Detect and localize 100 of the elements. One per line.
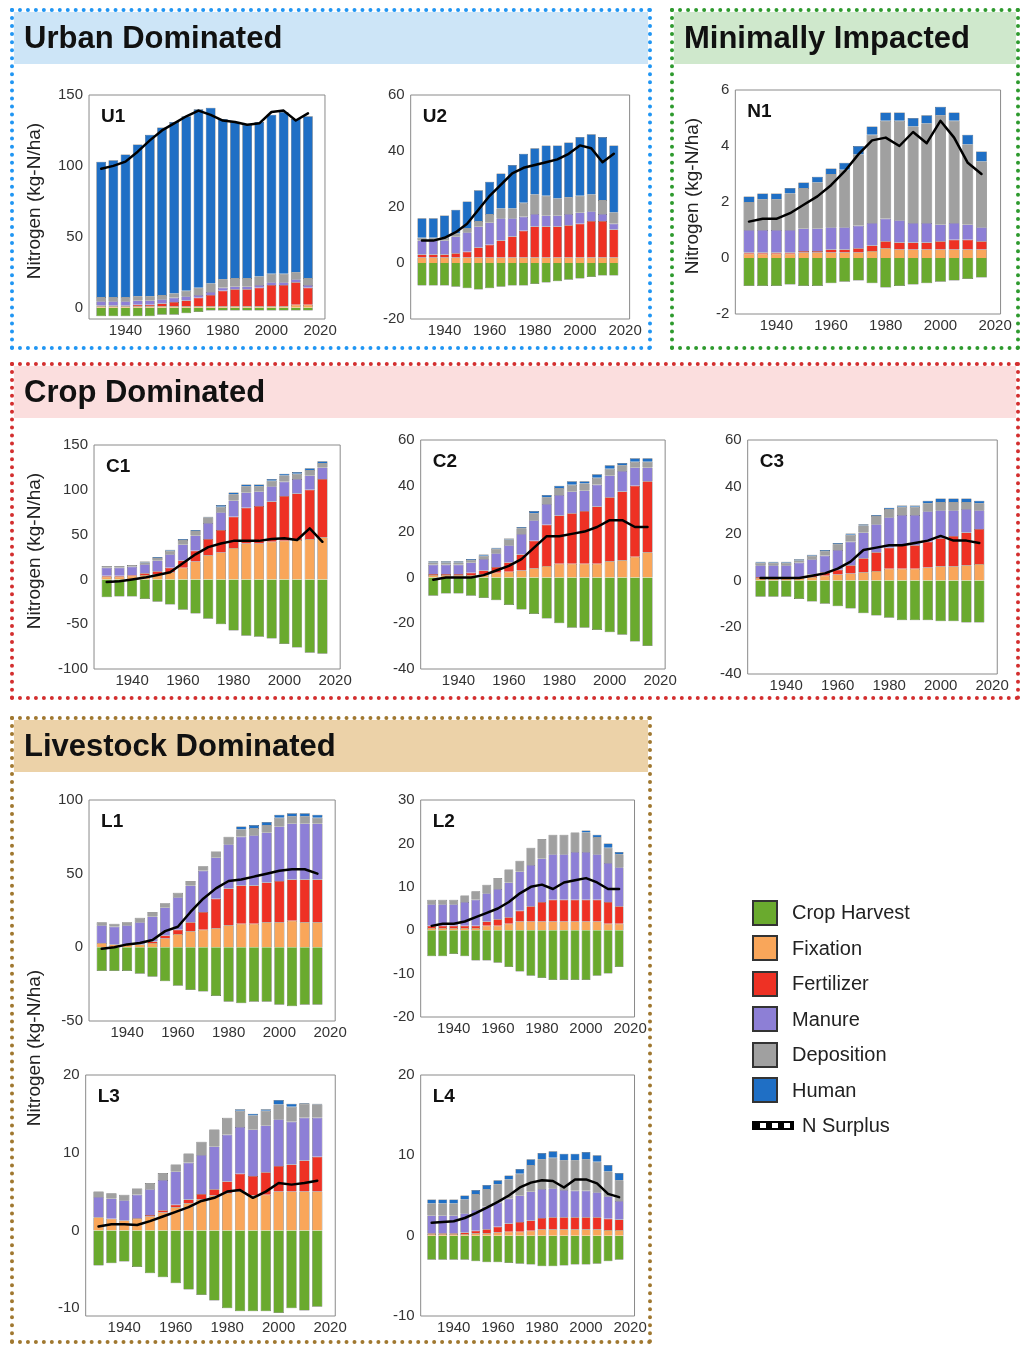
y-tick-label: 2	[720, 192, 730, 210]
x-tick-label: 1940	[110, 1023, 144, 1041]
x-tick-label: 1960	[481, 1019, 515, 1037]
y-tick-label: -100	[57, 659, 89, 677]
y-tick-label: 20	[397, 521, 415, 539]
y-tick-label: 0	[74, 937, 84, 955]
legend-label: Fertilizer	[792, 972, 869, 996]
x-tick-label: 1940	[437, 1019, 471, 1037]
y-tick-label: 100	[62, 479, 89, 497]
y-tick-label: 50	[66, 226, 84, 244]
y-tick-label: 0	[74, 297, 84, 315]
y-tick-label: 100	[58, 790, 84, 808]
chart-subtitle: Crop Dominated	[14, 366, 1016, 418]
x-tick-label: 1960	[814, 316, 848, 334]
y-tick-label: 10	[62, 1142, 80, 1160]
y-tick-label: -20	[719, 617, 742, 635]
x-tick-label: 2020	[613, 1318, 647, 1336]
x-tick-label: 2020	[303, 321, 337, 339]
legend-label: Human	[792, 1078, 857, 1102]
y-tick-label: 150	[62, 435, 89, 453]
x-tick-label: 2020	[975, 676, 1009, 694]
x-tick-label: 2000	[593, 671, 627, 689]
x-tick-label: 2000	[569, 1318, 603, 1336]
y-tick-label: 0	[406, 920, 415, 938]
y-tick-label: -20	[382, 309, 405, 327]
y-tick-label: 40	[724, 476, 742, 494]
y-tick-label: 4	[720, 136, 730, 154]
y-tick-label: -10	[392, 963, 415, 981]
y-tick-label: 0	[79, 569, 89, 587]
x-tick-label: 1980	[211, 1023, 246, 1041]
x-tick-label: 1980	[525, 1318, 559, 1336]
chart-subtitle: Minimally Impacted	[674, 12, 1016, 64]
y-tick-label: 50	[71, 524, 89, 542]
y-axis-title: Nitrogen (kg-N/ha)	[681, 117, 703, 274]
y-tick-label: 20	[397, 833, 415, 851]
x-tick-label: 1960	[481, 1318, 515, 1336]
x-tick-label: 1940	[107, 1318, 141, 1336]
text: C2	[432, 449, 457, 471]
text: C3	[759, 449, 784, 471]
y-tick-label: -10	[392, 1306, 415, 1324]
y-tick-label: 20	[387, 197, 405, 215]
x-tick-label: 1960	[492, 671, 526, 689]
y-tick-label: 20	[397, 1065, 415, 1083]
y-tick-label: 40	[397, 475, 415, 493]
x-tick-label: 1960	[472, 321, 507, 339]
x-tick-label: 1940	[441, 671, 476, 689]
y-tick-label: -50	[66, 614, 89, 632]
y-tick-label: 0	[720, 248, 730, 266]
chart-subtitle: Livestock Dominated	[14, 720, 648, 772]
x-tick-label: 1960	[161, 1023, 195, 1041]
y-axis-title: Nitrogen (kg-N/ha)	[23, 969, 45, 1127]
chart-subtitle: Urban Dominated	[14, 12, 648, 64]
y-tick-label: 40	[387, 141, 405, 159]
y-tick-label: 0	[406, 567, 415, 585]
x-tick-label: 1980	[206, 321, 240, 339]
x-tick-label: 1980	[869, 316, 903, 334]
y-tick-label: -40	[392, 659, 415, 677]
x-tick-label: 1980	[872, 676, 906, 694]
text: U1	[101, 104, 126, 126]
x-tick-label: 2020	[318, 671, 352, 689]
y-tick-label: 10	[397, 876, 415, 894]
x-tick-label: 2020	[313, 1023, 347, 1041]
text: L1	[101, 809, 124, 831]
y-tick-label: 20	[724, 523, 742, 541]
x-tick-label: 1940	[427, 321, 462, 339]
y-tick-label: -20	[392, 1007, 415, 1025]
x-tick-label: 1980	[210, 1318, 244, 1336]
y-tick-label: 60	[397, 430, 415, 448]
y-tick-label: 100	[58, 156, 84, 174]
x-tick-label: 1940	[759, 316, 794, 334]
text: C1	[106, 454, 131, 476]
legend-label: Fixation	[792, 936, 863, 960]
text: L3	[97, 1084, 120, 1106]
x-tick-label: 1960	[166, 671, 200, 689]
x-tick-label: 1940	[115, 671, 149, 689]
y-tick-label: -50	[61, 1011, 84, 1029]
legend-label: Deposition	[792, 1043, 887, 1067]
x-tick-label: 2020	[643, 671, 677, 689]
legend-label: Manure	[792, 1007, 860, 1031]
text: U2	[422, 104, 447, 126]
x-tick-label: 2000	[563, 321, 597, 339]
legend-label: Crop Harvest	[792, 901, 910, 925]
x-tick-label: 2000	[262, 1023, 297, 1041]
y-tick-label: 0	[71, 1220, 80, 1238]
x-tick-label: 1940	[437, 1318, 471, 1336]
y-tick-label: -20	[392, 613, 415, 631]
x-tick-label: 2000	[923, 676, 958, 694]
x-tick-label: 1940	[108, 321, 143, 339]
x-tick-label: 1980	[542, 671, 576, 689]
x-tick-label: 2000	[254, 321, 289, 339]
y-tick-label: 6	[720, 80, 730, 98]
x-tick-label: 1960	[821, 676, 855, 694]
y-axis-title: Nitrogen (kg-N/ha)	[23, 472, 45, 629]
x-tick-label: 2000	[923, 316, 958, 334]
x-tick-label: 1980	[216, 671, 251, 689]
x-tick-label: 1980	[525, 1019, 559, 1037]
y-tick-label: 10	[397, 1145, 415, 1163]
y-tick-label: 20	[62, 1065, 80, 1083]
y-tick-label: -10	[57, 1298, 80, 1316]
x-tick-label: 2020	[608, 321, 642, 339]
